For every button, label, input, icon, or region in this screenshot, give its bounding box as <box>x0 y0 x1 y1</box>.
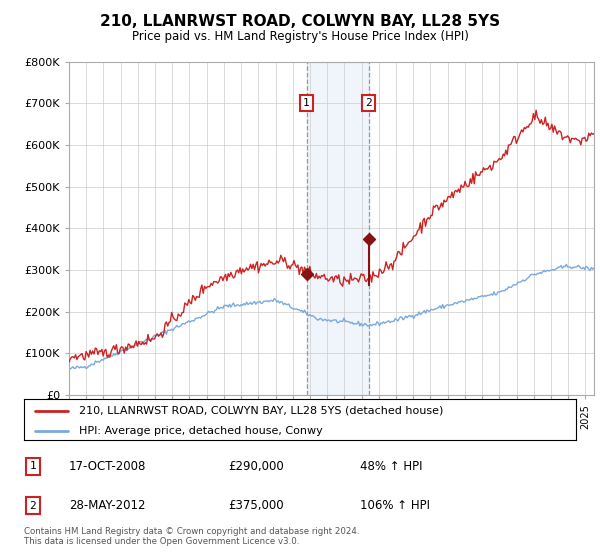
Text: 2: 2 <box>29 501 37 511</box>
Text: 1: 1 <box>29 461 37 472</box>
Text: £375,000: £375,000 <box>228 499 284 512</box>
Text: £290,000: £290,000 <box>228 460 284 473</box>
Text: 17-OCT-2008: 17-OCT-2008 <box>69 460 146 473</box>
Text: Contains HM Land Registry data © Crown copyright and database right 2024.
This d: Contains HM Land Registry data © Crown c… <box>24 526 359 546</box>
Text: 28-MAY-2012: 28-MAY-2012 <box>69 499 146 512</box>
Text: 210, LLANRWST ROAD, COLWYN BAY, LL28 5YS (detached house): 210, LLANRWST ROAD, COLWYN BAY, LL28 5YS… <box>79 405 443 416</box>
Text: 2: 2 <box>365 98 372 108</box>
Text: 1: 1 <box>303 98 310 108</box>
Text: Price paid vs. HM Land Registry's House Price Index (HPI): Price paid vs. HM Land Registry's House … <box>131 30 469 43</box>
Bar <box>307 62 368 395</box>
Text: 106% ↑ HPI: 106% ↑ HPI <box>360 499 430 512</box>
Text: HPI: Average price, detached house, Conwy: HPI: Average price, detached house, Conw… <box>79 426 323 436</box>
Text: 48% ↑ HPI: 48% ↑ HPI <box>360 460 422 473</box>
Text: 210, LLANRWST ROAD, COLWYN BAY, LL28 5YS: 210, LLANRWST ROAD, COLWYN BAY, LL28 5YS <box>100 14 500 29</box>
